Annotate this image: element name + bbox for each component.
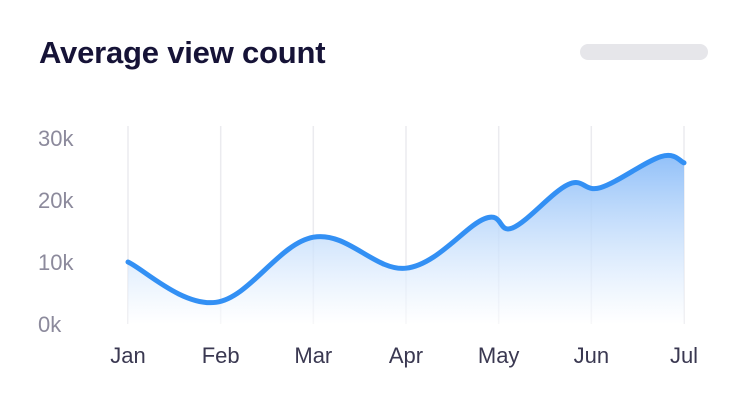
x-tick-label: May [478, 343, 520, 368]
y-tick-label: 20k [38, 188, 74, 213]
series-area [128, 155, 684, 324]
x-tick-label: Mar [294, 343, 332, 368]
x-tick-label: Jan [110, 343, 145, 368]
placeholder-pill [580, 44, 708, 60]
y-tick-label: 0k [38, 312, 62, 337]
x-tick-label: Jun [574, 343, 609, 368]
series-line [125, 153, 687, 306]
card-title: Average view count [39, 35, 326, 70]
y-axis: 0k 10k 20k 30k [38, 126, 74, 337]
x-axis: Jan Feb Mar Apr May Jun Jul [110, 343, 698, 368]
x-tick-label: Jul [670, 343, 698, 368]
y-tick-label: 30k [38, 126, 74, 151]
y-tick-label: 10k [38, 250, 74, 275]
x-tick-label: Apr [389, 343, 423, 368]
x-tick-label: Feb [202, 343, 240, 368]
